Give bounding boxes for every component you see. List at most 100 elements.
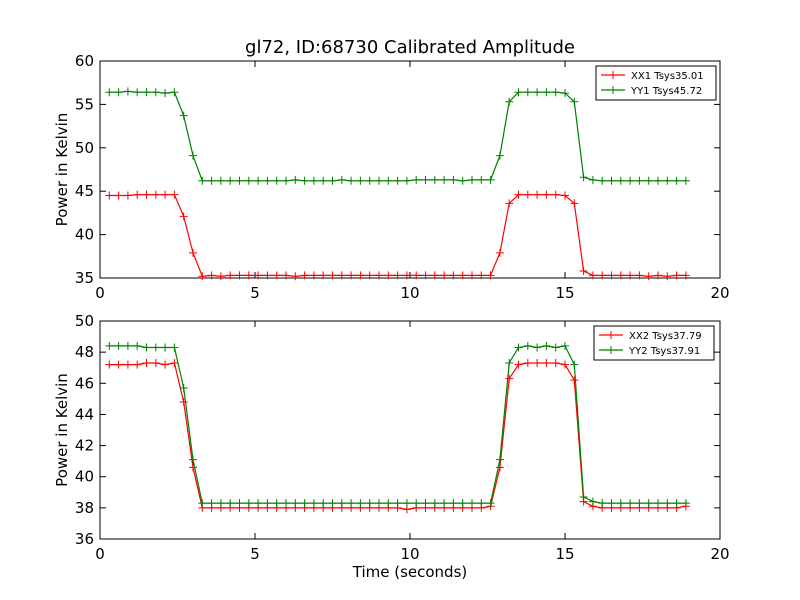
data-point-marker — [635, 271, 644, 280]
data-point-marker — [672, 499, 681, 508]
data-point-marker — [226, 271, 235, 280]
data-point-marker — [542, 190, 551, 199]
data-point-marker — [244, 499, 253, 508]
data-point-marker — [142, 190, 151, 199]
data-point-marker — [644, 499, 653, 508]
data-point-marker — [114, 341, 123, 350]
data-point-marker — [663, 499, 672, 508]
data-point-marker — [189, 151, 197, 160]
data-point-marker — [272, 176, 281, 185]
data-point-marker — [384, 176, 393, 185]
data-point-marker — [579, 492, 588, 501]
data-point-marker — [654, 499, 662, 508]
data-point-marker — [440, 175, 449, 184]
data-point-marker — [533, 88, 542, 97]
data-point-marker — [449, 271, 458, 280]
data-point-marker — [402, 499, 411, 508]
data-point-marker — [161, 360, 170, 369]
data-point-marker — [356, 499, 365, 508]
data-point-marker — [440, 499, 449, 508]
data-point-marker — [198, 499, 207, 508]
data-point-marker — [291, 272, 300, 281]
y-tick-label: 48 — [75, 343, 94, 361]
data-point-marker — [309, 499, 318, 508]
data-point-marker — [254, 499, 263, 508]
data-point-marker — [170, 359, 179, 368]
data-point-marker — [495, 151, 504, 160]
data-point-marker — [672, 176, 681, 185]
data-point-marker — [179, 397, 188, 406]
data-point-marker — [430, 271, 439, 280]
data-point-marker — [421, 271, 430, 280]
y-tick-label: 42 — [75, 437, 94, 455]
y-tick-label: 44 — [75, 405, 94, 423]
data-point-marker — [505, 199, 514, 208]
data-point-marker — [440, 271, 449, 280]
data-point-marker — [235, 176, 244, 185]
data-point-marker — [151, 88, 160, 97]
data-point-marker — [635, 499, 644, 508]
data-point-marker — [514, 343, 523, 352]
data-point-marker — [505, 359, 514, 368]
data-point-marker — [235, 271, 244, 280]
data-point-marker — [365, 176, 374, 185]
data-point-marker — [402, 271, 411, 280]
data-point-marker — [626, 499, 635, 508]
legend-entry-label: XX2 Tsys37.79 — [629, 331, 702, 342]
data-point-marker — [170, 88, 179, 97]
data-point-marker — [300, 271, 309, 280]
data-point-marker — [347, 176, 356, 185]
data-point-marker — [672, 271, 681, 280]
data-point-marker — [644, 272, 653, 281]
data-point-marker — [542, 88, 551, 97]
data-point-marker — [282, 176, 290, 185]
y-tick-label: 46 — [75, 374, 94, 392]
data-point-marker — [570, 360, 579, 369]
y-tick-label: 55 — [75, 95, 94, 113]
legend-entry-label: XX1 Tsys35.01 — [631, 71, 704, 82]
data-point-marker — [291, 499, 300, 508]
data-point-marker — [328, 176, 337, 185]
data-point-marker — [133, 88, 142, 97]
data-point-marker — [384, 499, 393, 508]
data-point-marker — [375, 499, 383, 508]
data-point-marker — [151, 343, 160, 352]
data-point-marker — [319, 176, 328, 185]
data-point-marker — [533, 343, 542, 352]
data-point-marker — [133, 360, 142, 369]
data-point-marker — [449, 499, 458, 508]
x-tick-label: 15 — [555, 545, 574, 563]
data-point-marker — [114, 360, 123, 369]
y-tick-label: 50 — [75, 139, 94, 157]
data-point-marker — [523, 341, 532, 350]
data-point-marker — [337, 499, 346, 508]
y-axis-label: Power in Kelvin — [53, 113, 71, 227]
data-point-marker — [644, 176, 653, 185]
data-point-marker — [375, 271, 383, 280]
data-point-marker — [365, 271, 374, 280]
data-point-marker — [412, 175, 421, 184]
data-point-marker — [356, 271, 365, 280]
data-point-marker — [105, 360, 114, 369]
top-subplot: 0 5 10 15 20 35 40 45 50 55 60 Power in Kelvin XX1 T… — [53, 52, 730, 302]
data-point-marker — [142, 88, 151, 97]
data-point-marker — [551, 88, 560, 97]
data-point-marker — [226, 176, 235, 185]
data-point-marker — [244, 176, 253, 185]
data-point-marker — [579, 267, 588, 276]
data-point-marker — [412, 271, 421, 280]
data-point-marker — [170, 190, 179, 199]
data-point-marker — [495, 455, 504, 464]
data-point-marker — [588, 175, 597, 184]
data-point-marker — [477, 175, 486, 184]
data-point-marker — [133, 341, 142, 350]
data-point-marker — [189, 463, 197, 472]
x-axis-label: Time (seconds) — [352, 563, 468, 581]
data-point-marker — [207, 176, 216, 185]
legend-box — [595, 65, 717, 101]
data-point-marker — [337, 175, 346, 184]
x-tick-label: 5 — [250, 545, 260, 563]
data-point-marker — [254, 271, 263, 280]
y-tick-label: 45 — [75, 182, 94, 200]
